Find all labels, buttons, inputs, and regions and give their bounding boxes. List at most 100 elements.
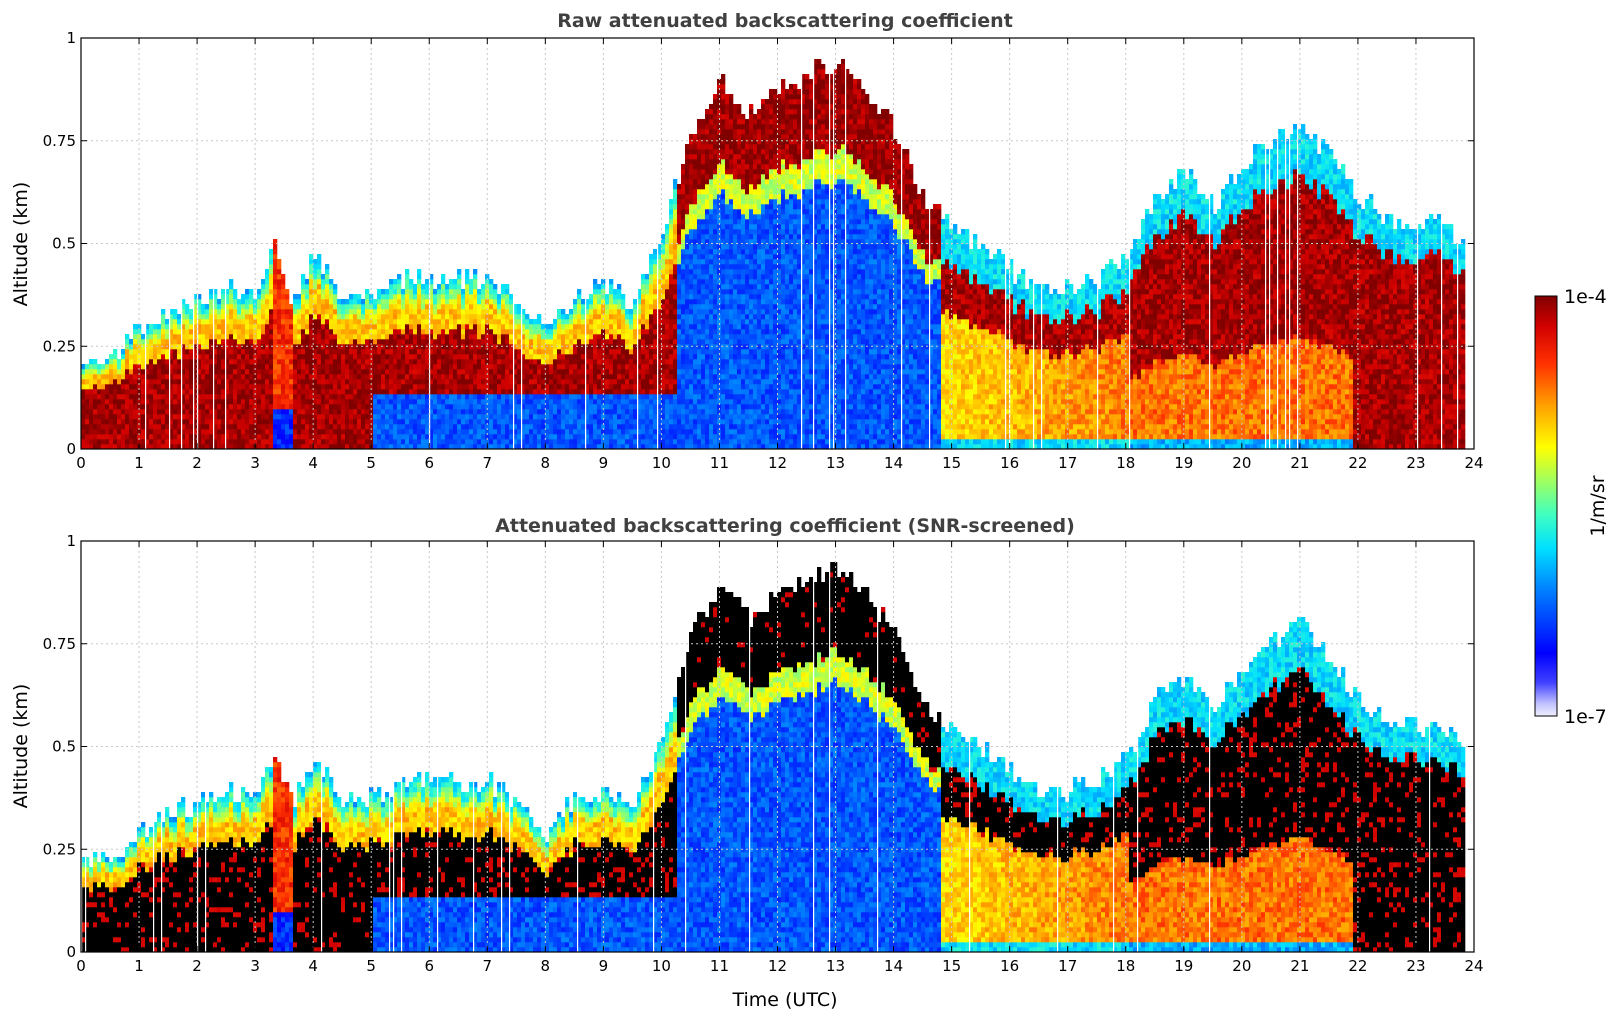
heatmap-cell [321,334,326,340]
heatmap-cell [549,409,554,415]
heatmap-cell [325,279,330,285]
heatmap-cell [673,409,678,415]
heatmap-cell [205,379,210,385]
heatmap-cell [533,439,538,445]
heatmap-cell [89,409,94,415]
heatmap-cell [493,359,498,365]
heatmap-cell [401,319,406,325]
heatmap-cell [377,294,382,300]
heatmap-cell [629,334,634,340]
heatmap-cell [329,404,334,410]
heatmap-cell [413,434,418,440]
heatmap-cell [485,409,490,415]
heatmap-cell [325,309,330,315]
heatmap-cell [669,424,674,430]
heatmap-cell [465,299,470,305]
heatmap-cell [313,269,318,275]
heatmap-cell [381,344,386,350]
heatmap-cell [473,394,478,400]
heatmap-cell [477,434,482,440]
heatmap-cell [541,434,546,440]
heatmap-cell [409,439,414,445]
heatmap-cell [521,394,526,400]
heatmap-cell [305,324,310,330]
heatmap-cell [641,349,646,355]
heatmap-cell [345,329,350,335]
heatmap-cell [553,424,558,430]
heatmap-cell [301,284,306,290]
heatmap-cell [305,299,310,305]
heatmap-cell [309,264,314,270]
heatmap-cell [465,269,470,275]
heatmap-cell [533,364,538,370]
heatmap-cell [105,429,110,435]
heatmap-cell [285,434,290,440]
heatmap-cell [649,334,654,340]
heatmap-cell [685,264,690,270]
heatmap-cell [213,429,218,435]
heatmap-cell [169,364,174,370]
heatmap-cell [477,304,482,310]
heatmap-cell [209,379,214,385]
heatmap-cell [609,304,614,310]
heatmap-cell [585,409,590,415]
heatmap-cell [201,404,206,410]
heatmap-cell [109,379,114,385]
heatmap-cell [313,264,318,270]
heatmap-cell [313,334,318,340]
heatmap-cell [229,289,234,295]
heatmap-cell [673,404,678,410]
heatmap-cell [313,409,318,415]
heatmap-cell [301,274,306,280]
heatmap-cell [573,324,578,330]
heatmap-cell [281,399,286,405]
heatmap-cell [245,289,250,295]
heatmap-cell [193,444,198,450]
heatmap-cell [601,414,606,420]
heatmap-cell [609,299,614,305]
heatmap-cell [261,424,266,430]
heatmap-cell [249,414,254,420]
heatmap-cell [653,274,658,280]
heatmap-cell [161,364,166,370]
heatmap-cell [281,299,286,305]
heatmap-cell [161,409,166,415]
heatmap-cell [637,369,642,375]
heatmap-cell [345,404,350,410]
heatmap-cell [585,384,590,390]
heatmap-cell [481,409,486,415]
heatmap-cell [317,304,322,310]
heatmap-cell [309,369,314,375]
heatmap-cell [133,399,138,405]
heatmap-cell [397,439,402,445]
heatmap-cell [589,294,594,300]
heatmap-cell [513,389,518,395]
heatmap-cell [665,264,670,270]
heatmap-cell [517,394,522,400]
heatmap-cell [481,399,486,405]
heatmap-cell [245,379,250,385]
heatmap-cell [609,419,614,425]
heatmap-cell [293,419,298,425]
heatmap-cell [245,324,250,330]
heatmap-cell [209,334,214,340]
heatmap-cell [613,309,618,315]
heatmap-cell [217,434,222,440]
heatmap-cell [669,259,674,265]
heatmap-cell [277,264,282,270]
heatmap-cell [697,174,702,180]
heatmap-cell [229,324,234,330]
heatmap-cell [653,264,658,270]
heatmap-cell [517,439,522,445]
heatmap-cell [305,279,310,285]
heatmap-cell [277,309,282,315]
heatmap-cell [633,414,638,420]
heatmap-cell [573,309,578,315]
heatmap-cell [81,434,86,440]
heatmap-cell [697,159,702,165]
heatmap-cell [625,399,630,405]
heatmap-cell [477,314,482,320]
heatmap-cell [425,329,430,335]
heatmap-cell [433,299,438,305]
heatmap-cell [205,389,210,395]
